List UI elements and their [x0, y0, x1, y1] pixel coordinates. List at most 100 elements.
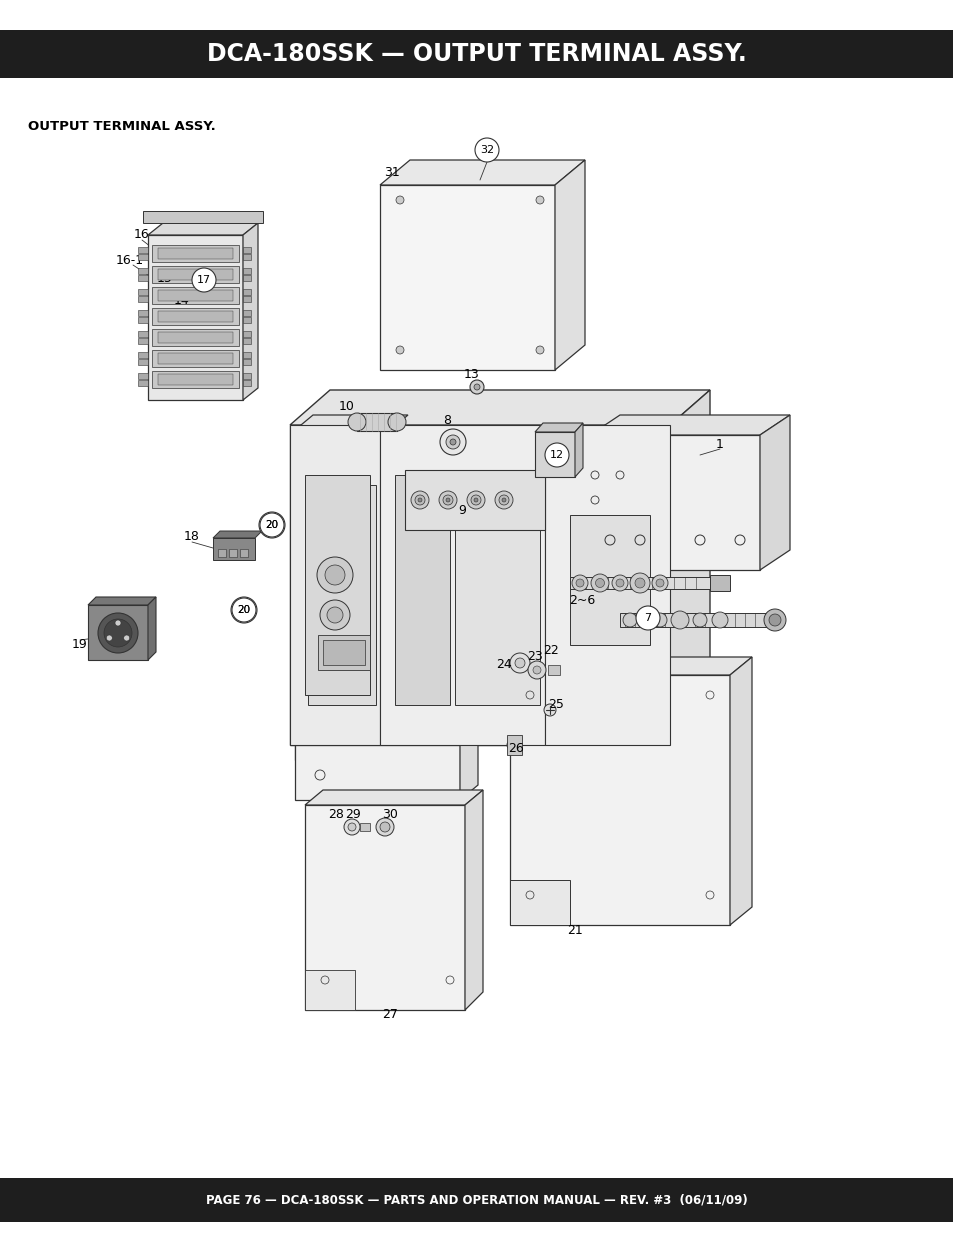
Bar: [305, 969, 355, 1010]
Bar: [0, 30, 953, 78]
Text: OUTPUT TERMINAL ASSY.: OUTPUT TERMINAL ASSY.: [28, 120, 215, 133]
Text: 31: 31: [384, 167, 399, 179]
Circle shape: [576, 579, 583, 587]
Bar: [379, 425, 544, 745]
Circle shape: [637, 613, 652, 629]
Bar: [243, 275, 251, 282]
Circle shape: [417, 498, 421, 501]
Circle shape: [763, 609, 785, 631]
Text: 18: 18: [184, 531, 200, 543]
Polygon shape: [294, 430, 390, 760]
Circle shape: [467, 492, 484, 509]
Bar: [243, 380, 251, 387]
Circle shape: [629, 573, 649, 593]
Bar: [243, 373, 251, 379]
Polygon shape: [379, 161, 584, 185]
Polygon shape: [294, 415, 408, 430]
Circle shape: [438, 492, 456, 509]
Circle shape: [106, 635, 112, 641]
Bar: [152, 370, 239, 388]
Bar: [569, 577, 720, 589]
Circle shape: [635, 578, 644, 588]
Bar: [510, 881, 569, 925]
Text: PAGE 76 — DCA-180SSK — PARTS AND OPERATION MANUAL — REV. #3  (06/11/09): PAGE 76 — DCA-180SSK — PARTS AND OPERATI…: [206, 1193, 747, 1207]
Bar: [305, 475, 370, 695]
Circle shape: [616, 579, 623, 587]
Bar: [88, 605, 148, 659]
Bar: [455, 475, 539, 705]
Text: 20: 20: [237, 605, 251, 615]
Circle shape: [325, 564, 345, 585]
Circle shape: [475, 138, 498, 162]
Bar: [240, 550, 248, 557]
Bar: [619, 613, 780, 627]
Bar: [138, 275, 148, 282]
Bar: [356, 412, 396, 431]
Text: 22: 22: [542, 643, 558, 657]
Bar: [138, 380, 148, 387]
Bar: [138, 289, 148, 295]
Circle shape: [395, 346, 403, 354]
Bar: [138, 247, 148, 253]
Circle shape: [442, 495, 453, 505]
Bar: [294, 745, 459, 800]
Circle shape: [104, 619, 132, 647]
Circle shape: [474, 384, 479, 390]
Bar: [138, 317, 148, 324]
Text: 19: 19: [72, 638, 88, 652]
Polygon shape: [760, 415, 789, 571]
Circle shape: [501, 498, 505, 501]
Polygon shape: [213, 531, 262, 538]
Text: 24: 24: [496, 658, 512, 672]
Circle shape: [192, 268, 215, 291]
Bar: [359, 823, 370, 831]
Bar: [152, 329, 239, 346]
Circle shape: [124, 635, 130, 641]
Circle shape: [260, 513, 284, 537]
Bar: [138, 352, 148, 358]
Circle shape: [590, 574, 608, 592]
Circle shape: [572, 576, 587, 592]
Bar: [243, 359, 251, 366]
Circle shape: [544, 443, 568, 467]
Text: 20: 20: [237, 605, 251, 615]
Circle shape: [515, 658, 524, 668]
Circle shape: [446, 498, 450, 501]
Text: 26: 26: [508, 741, 523, 755]
Circle shape: [536, 346, 543, 354]
Bar: [569, 515, 649, 645]
Polygon shape: [575, 424, 582, 477]
Text: 7: 7: [644, 613, 651, 622]
Bar: [158, 269, 233, 280]
Circle shape: [439, 429, 465, 454]
Bar: [709, 576, 729, 592]
Circle shape: [388, 412, 406, 431]
Circle shape: [327, 606, 343, 622]
Bar: [243, 310, 251, 316]
Circle shape: [495, 492, 513, 509]
Polygon shape: [305, 805, 464, 1010]
Circle shape: [692, 613, 706, 627]
Text: 1: 1: [716, 438, 723, 452]
Text: 23: 23: [527, 651, 542, 663]
Circle shape: [98, 613, 138, 653]
Bar: [138, 268, 148, 274]
Circle shape: [348, 412, 366, 431]
Bar: [229, 550, 236, 557]
Polygon shape: [148, 597, 156, 659]
Bar: [395, 475, 450, 705]
Text: 28: 28: [328, 809, 344, 821]
Bar: [138, 331, 148, 337]
Bar: [243, 296, 251, 303]
Circle shape: [450, 438, 456, 445]
Text: 8: 8: [442, 415, 451, 427]
Text: 9: 9: [457, 504, 465, 516]
Circle shape: [622, 613, 637, 627]
Polygon shape: [669, 390, 709, 745]
Polygon shape: [88, 597, 156, 605]
Circle shape: [506, 740, 517, 750]
Bar: [308, 485, 375, 705]
Bar: [152, 308, 239, 325]
Bar: [0, 1178, 953, 1221]
Text: 29: 29: [345, 809, 360, 821]
